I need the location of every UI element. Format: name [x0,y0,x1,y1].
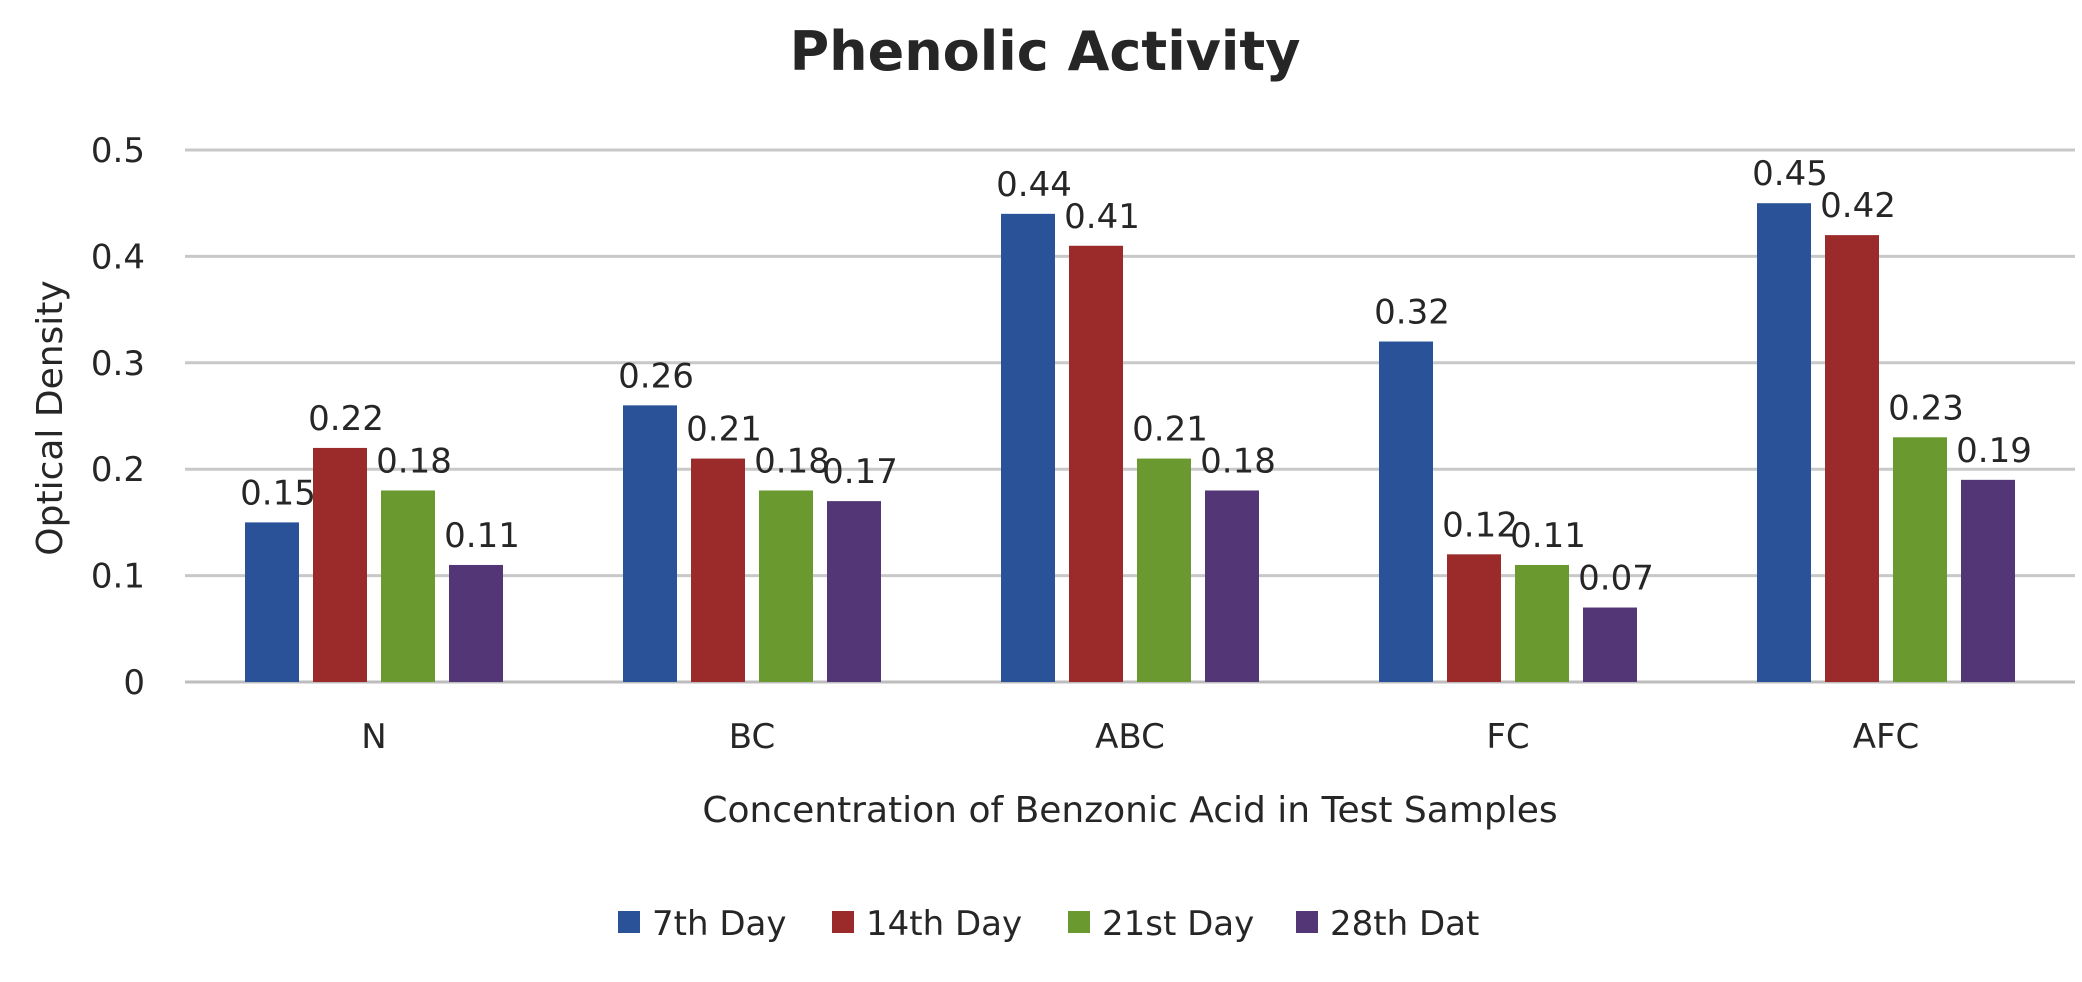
bars [245,203,2015,682]
y-tick-label: 0.3 [91,344,145,384]
bar-n-series-3 [381,490,435,682]
bar-fc-series-1 [1379,341,1433,682]
legend-swatch [618,911,640,933]
legend-label: 21st Day [1102,904,1254,944]
bar-afc-series-2 [1825,235,1879,682]
x-tick-label: AFC [1853,717,1920,757]
bar-n-series-4 [449,564,503,682]
x-tick-label: BC [729,717,775,757]
legend-swatch [1296,911,1318,933]
data-labels: 0.150.220.180.110.260.210.180.170.440.41… [240,154,2032,598]
y-tick-label: 0.5 [91,131,145,171]
data-label: 0.45 [1752,154,1828,194]
legend-swatch [1068,911,1090,933]
y-tick-label: 0.4 [91,237,145,277]
x-tick-label: N [361,717,386,757]
data-label: 0.19 [1956,431,2032,471]
data-label: 0.11 [444,516,520,556]
bar-fc-series-2 [1447,554,1501,682]
legend: 7th Day 14th Day 21st Day 28th Dat [618,904,1479,944]
data-label: 0.18 [376,441,452,481]
legend-label: 28th Dat [1330,904,1479,944]
legend-swatch [832,911,854,933]
data-label: 0.18 [754,441,830,481]
y-tick-label: 0.1 [91,557,145,597]
data-label: 0.23 [1888,388,1964,428]
legend-label: 14th Day [866,904,1022,944]
data-label: 0.18 [1200,441,1276,481]
bar-bc-series-3 [759,490,813,682]
bar-abc-series-2 [1069,245,1123,682]
bar-fc-series-4 [1583,607,1637,682]
chart-title: Phenolic Activity [790,20,1301,83]
bar-abc-series-3 [1137,458,1191,682]
x-tick-label: FC [1486,717,1529,757]
y-axis-title: Optical Density [30,280,71,555]
bar-afc-series-3 [1893,437,1947,682]
bar-n-series-1 [245,522,299,682]
bar-bc-series-4 [827,501,881,682]
data-label: 0.07 [1578,559,1654,599]
data-label: 0.26 [618,356,694,396]
x-tick-label: ABC [1095,717,1165,757]
bar-afc-series-4 [1961,479,2015,682]
data-label: 0.32 [1374,293,1450,333]
data-label: 0.17 [822,452,898,492]
x-axis-ticks: N BC ABC FC AFC [361,717,1919,757]
data-label: 0.21 [1132,410,1208,450]
data-label: 0.12 [1442,505,1518,545]
data-label: 0.44 [996,165,1072,205]
data-label: 0.11 [1510,516,1586,556]
bar-afc-series-1 [1757,203,1811,682]
data-label: 0.22 [308,399,384,439]
x-axis-title: Concentration of Benzonic Acid in Test S… [702,790,1557,831]
data-label: 0.15 [240,473,316,513]
bar-fc-series-3 [1515,564,1569,682]
bar-abc-series-1 [1001,213,1055,682]
data-label: 0.41 [1064,197,1140,237]
y-tick-label: 0.2 [91,450,145,490]
y-tick-label: 0 [123,663,145,703]
legend-label: 7th Day [652,904,786,944]
bar-abc-series-4 [1205,490,1259,682]
bar-bc-series-1 [623,405,677,682]
data-label: 0.42 [1820,186,1896,226]
y-axis-ticks: 0 0.1 0.2 0.3 0.4 0.5 [91,131,145,703]
bar-bc-series-2 [691,458,745,682]
bar-n-series-2 [313,447,367,682]
data-label: 0.21 [686,410,762,450]
